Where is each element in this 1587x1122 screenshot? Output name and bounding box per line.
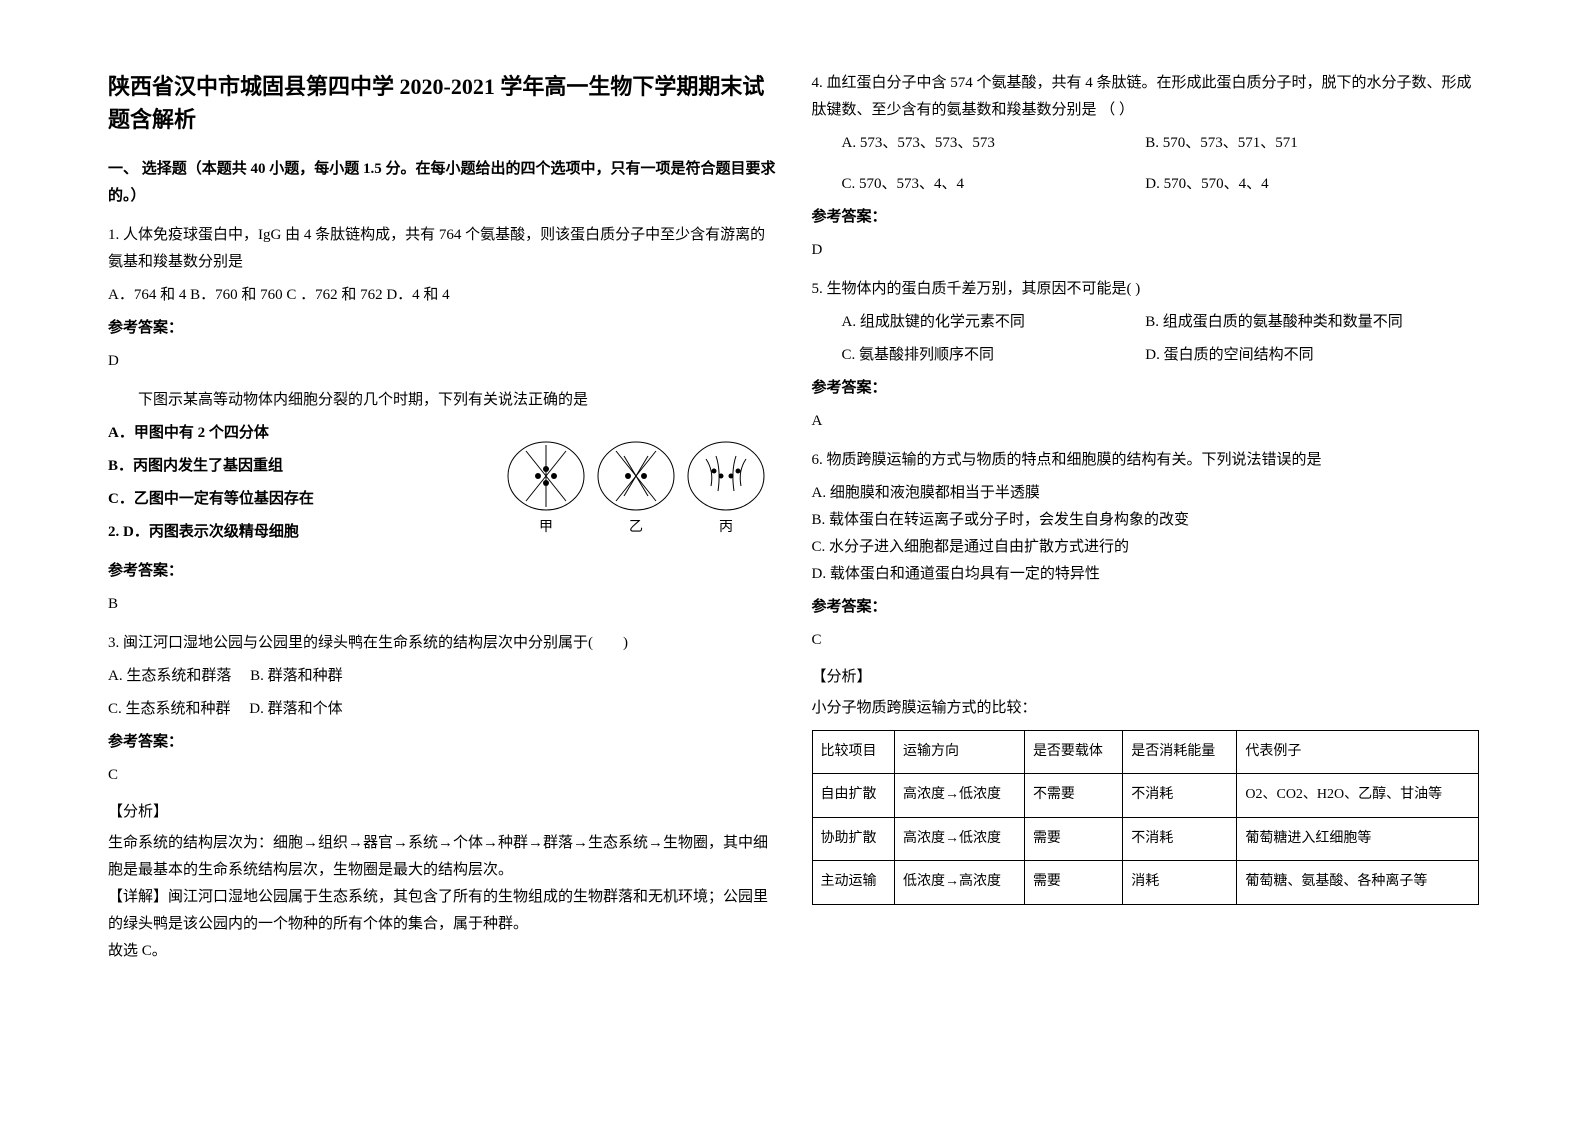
q4-row1: A. 573、573、573、573 B. 570、573、571、571: [812, 130, 1480, 157]
section-1-header: 一、 选择题（本题共 40 小题，每小题 1.5 分。在每小题给出的四个选项中，…: [108, 156, 776, 210]
question-4: 4. 血红蛋白分子中含 574 个氨基酸，共有 4 条肽链。在形成此蛋白质分子时…: [812, 70, 1480, 264]
td: 需要: [1024, 861, 1122, 904]
q5-answer: A: [812, 408, 1480, 435]
question-3: 3. 闽江河口湿地公园与公园里的绿头鸭在生命系统的结构层次中分别属于( ) A.…: [108, 630, 776, 965]
document-title: 陕西省汉中市城固县第四中学 2020-2021 学年高一生物下学期期末试题含解析: [108, 70, 776, 136]
q6-answer-label: 参考答案：: [812, 594, 1480, 621]
q5-optD: D. 蛋白质的空间结构不同: [1145, 342, 1479, 369]
q5-optB: B. 组成蛋白质的氨基酸种类和数量不同: [1145, 309, 1479, 336]
td: O2、CO2、H2O、乙醇、甘油等: [1237, 774, 1479, 817]
q2-diagram-block: A．甲图中有 2 个四分体 B．丙图内发生了基因重组 C．乙图中一定有等位基因存…: [108, 420, 776, 552]
q3-row2: C. 生态系统和种群 D. 群落和个体: [108, 696, 776, 723]
q4-row2: C. 570、573、4、4 D. 570、570、4、4: [812, 171, 1480, 198]
question-5: 5. 生物体内的蛋白质千差万别，其原因不可能是( ) A. 组成肽键的化学元素不…: [812, 276, 1480, 435]
q3-analysis3: 故选 C。: [108, 938, 776, 965]
table-row: 协助扩散 高浓度→低浓度 需要 不消耗 葡萄糖进入红细胞等: [812, 817, 1479, 860]
q1-options: A．764 和 4 B．760 和 760 C ．762 和 762 D．4 和…: [108, 282, 776, 309]
q6-optC: C. 水分子进入细胞都是通过自由扩散方式进行的: [812, 534, 1480, 561]
td: 需要: [1024, 817, 1122, 860]
q4-answer-label: 参考答案：: [812, 204, 1480, 231]
th-4: 代表例子: [1237, 731, 1479, 774]
q2-answer-label: 参考答案：: [108, 558, 776, 585]
q3-optA: A. 生态系统和群落: [108, 668, 231, 684]
q3-optB: B. 群落和种群: [250, 668, 343, 684]
th-1: 运输方向: [894, 731, 1024, 774]
table-row: 主动运输 低浓度→高浓度 需要 消耗 葡萄糖、氨基酸、各种离子等: [812, 861, 1479, 904]
q5-row1: A. 组成肽键的化学元素不同 B. 组成蛋白质的氨基酸种类和数量不同: [812, 309, 1480, 336]
q2-intro: 下图示某高等动物体内细胞分裂的几个时期，下列有关说法正确的是: [108, 387, 776, 414]
question-1: 1. 人体免疫球蛋白中，IgG 由 4 条肽链构成，共有 764 个氨基酸，则该…: [108, 222, 776, 375]
q4-optB: B. 570、573、571、571: [1145, 130, 1479, 157]
q2-optD: D．丙图表示次级精母细胞: [123, 524, 299, 540]
cell-division-diagram: 甲 乙 丙: [496, 431, 776, 541]
td: 自由扩散: [812, 774, 894, 817]
q3-optD: D. 群落和个体: [249, 701, 342, 717]
question-2: 下图示某高等动物体内细胞分裂的几个时期，下列有关说法正确的是 A．甲图中有 2 …: [108, 387, 776, 618]
question-6: 6. 物质跨膜运输的方式与物质的特点和细胞膜的结构有关。下列说法错误的是 A. …: [812, 447, 1480, 905]
td: 消耗: [1123, 861, 1237, 904]
q3-answer-label: 参考答案：: [108, 729, 776, 756]
q5-optC: C. 氨基酸排列顺序不同: [812, 342, 1146, 369]
q3-analysis2: 【详解】闽江河口湿地公园属于生态系统，其包含了所有的生物组成的生物群落和无机环境…: [108, 884, 776, 938]
q2-optA: A．甲图中有 2 个四分体: [108, 420, 496, 447]
q3-answer: C: [108, 762, 776, 789]
q1-answer-label: 参考答案：: [108, 315, 776, 342]
q2-num: 2.: [108, 524, 119, 540]
td: 高浓度→低浓度: [894, 817, 1024, 860]
q5-text: 5. 生物体内的蛋白质千差万别，其原因不可能是( ): [812, 276, 1480, 303]
td: 低浓度→高浓度: [894, 861, 1024, 904]
q2-optC: C．乙图中一定有等位基因存在: [108, 486, 496, 513]
th-2: 是否要载体: [1024, 731, 1122, 774]
q1-text: 1. 人体免疫球蛋白中，IgG 由 4 条肽链构成，共有 764 个氨基酸，则该…: [108, 222, 776, 276]
q3-text: 3. 闽江河口湿地公园与公园里的绿头鸭在生命系统的结构层次中分别属于( ): [108, 630, 776, 657]
q6-answer: C: [812, 627, 1480, 654]
q4-optA: A. 573、573、573、573: [812, 130, 1146, 157]
label-yi: 乙: [629, 519, 643, 535]
q2-optB: B．丙图内发生了基因重组: [108, 453, 496, 480]
q6-text: 6. 物质跨膜运输的方式与物质的特点和细胞膜的结构有关。下列说法错误的是: [812, 447, 1480, 474]
q5-optA: A. 组成肽键的化学元素不同: [812, 309, 1146, 336]
td: 葡萄糖进入红细胞等: [1237, 817, 1479, 860]
q1-answer: D: [108, 348, 776, 375]
q6-analysis-intro: 小分子物质跨膜运输方式的比较：: [812, 695, 1480, 722]
transport-comparison-table: 比较项目 运输方向 是否要载体 是否消耗能量 代表例子 自由扩散 高浓度→低浓度…: [812, 730, 1480, 905]
q2-options-list: A．甲图中有 2 个四分体 B．丙图内发生了基因重组 C．乙图中一定有等位基因存…: [108, 420, 496, 552]
td: 不消耗: [1123, 817, 1237, 860]
th-3: 是否消耗能量: [1123, 731, 1237, 774]
td: 高浓度→低浓度: [894, 774, 1024, 817]
td: 主动运输: [812, 861, 894, 904]
th-0: 比较项目: [812, 731, 894, 774]
q6-analysis-label: 【分析】: [812, 664, 1480, 691]
q3-row1: A. 生态系统和群落 B. 群落和种群: [108, 663, 776, 690]
right-column: 4. 血红蛋白分子中含 574 个氨基酸，共有 4 条肽链。在形成此蛋白质分子时…: [794, 70, 1498, 1052]
q3-optC: C. 生态系统和种群: [108, 701, 231, 717]
td: 不消耗: [1123, 774, 1237, 817]
td: 葡萄糖、氨基酸、各种离子等: [1237, 861, 1479, 904]
label-jia: 甲: [539, 520, 553, 535]
q3-analysis1: 生命系统的结构层次为：细胞→组织→器官→系统→个体→种群→群落→生态系统→生物圈…: [108, 830, 776, 884]
left-column: 陕西省汉中市城固县第四中学 2020-2021 学年高一生物下学期期末试题含解析…: [90, 70, 794, 1052]
q2-answer: B: [108, 591, 776, 618]
q4-optC: C. 570、573、4、4: [812, 171, 1146, 198]
q4-text: 4. 血红蛋白分子中含 574 个氨基酸，共有 4 条肽链。在形成此蛋白质分子时…: [812, 70, 1480, 124]
td: 不需要: [1024, 774, 1122, 817]
q6-optD: D. 载体蛋白和通道蛋白均具有一定的特异性: [812, 561, 1480, 588]
q6-optA: A. 细胞膜和液泡膜都相当于半透膜: [812, 480, 1480, 507]
q6-optB: B. 载体蛋白在转运离子或分子时，会发生自身构象的改变: [812, 507, 1480, 534]
q4-answer: D: [812, 237, 1480, 264]
q3-analysis-label: 【分析】: [108, 799, 776, 826]
q5-answer-label: 参考答案：: [812, 375, 1480, 402]
q5-row2: C. 氨基酸排列顺序不同 D. 蛋白质的空间结构不同: [812, 342, 1480, 369]
q4-optD: D. 570、570、4、4: [1145, 171, 1479, 198]
table-row: 自由扩散 高浓度→低浓度 不需要 不消耗 O2、CO2、H2O、乙醇、甘油等: [812, 774, 1479, 817]
td: 协助扩散: [812, 817, 894, 860]
table-header-row: 比较项目 运输方向 是否要载体 是否消耗能量 代表例子: [812, 731, 1479, 774]
label-bing: 丙: [719, 520, 733, 535]
